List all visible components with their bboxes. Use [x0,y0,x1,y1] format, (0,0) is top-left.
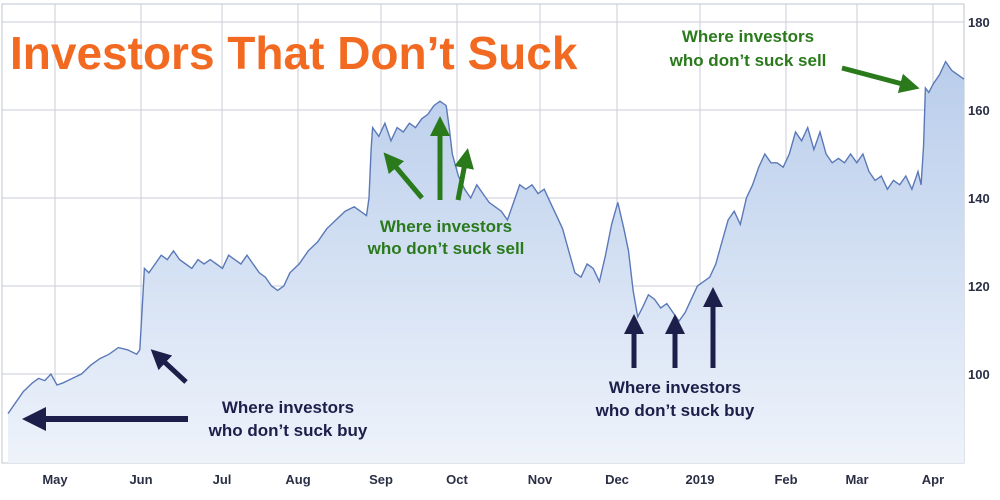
x-tick-label: Nov [528,472,553,487]
sell-top-line-1: Where investors [682,27,814,46]
x-tick-label: 2019 [686,472,715,487]
sell-middle-arrow-1 [383,152,424,200]
sell-annotation-middle: Where investors who don’t suck sell [367,116,525,258]
buy-left-line-1: Where investors [222,398,354,417]
buy-annotation-right: Where investors who don’t suck buy [595,287,755,420]
sell-middle-line-1: Where investors [380,217,512,236]
y-tick-label: 180 [968,15,990,30]
buy-right-line-2: who don’t suck buy [595,401,755,420]
x-tick-label: Apr [922,472,944,487]
buy-annotation-left: Where investors who don’t suck buy [21,349,368,440]
x-tick-label: Feb [774,472,797,487]
x-tick-label: Aug [285,472,310,487]
sell-annotation-top: Where investors who don’t suck sell [669,27,920,94]
y-tick-label: 100 [968,367,990,382]
x-tick-label: Jun [129,472,152,487]
buy-left-arrow-diagonal [150,349,188,384]
sell-middle-arrow-3 [454,148,474,201]
x-tick-label: Oct [446,472,468,487]
price-series-line [7,60,965,414]
y-axis-ticks: 100 120 140 160 180 [968,15,990,382]
chart-title: Investors That Don’t Suck [10,27,578,79]
sell-top-arrow [841,65,920,94]
y-tick-label: 160 [968,103,990,118]
x-tick-label: May [42,472,68,487]
x-tick-label: Jul [213,472,232,487]
sell-top-line-2: who don’t suck sell [669,51,827,70]
y-tick-label: 140 [968,191,990,206]
x-tick-label: Mar [845,472,868,487]
y-tick-label: 120 [968,279,990,294]
buy-left-line-2: who don’t suck buy [208,421,368,440]
x-tick-label: Dec [605,472,629,487]
price-area-fill [8,61,964,463]
sell-middle-line-2: who don’t suck sell [367,239,525,258]
x-tick-label: Sep [369,472,393,487]
x-axis-ticks: May Jun Jul Aug Sep Oct Nov Dec 2019 Feb Mar Apr [42,472,944,487]
buy-right-line-1: Where investors [609,378,741,397]
